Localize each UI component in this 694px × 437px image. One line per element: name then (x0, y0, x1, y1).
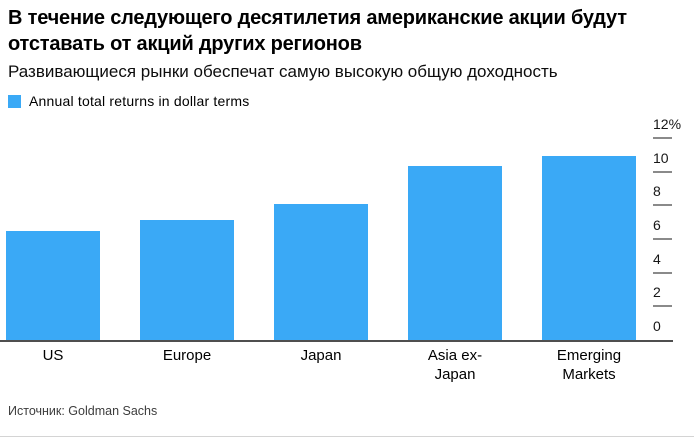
y-axis-tick-4 (653, 271, 672, 274)
x-axis-baseline (0, 340, 673, 342)
y-axis-tick-2 (653, 305, 672, 308)
y-axis-label-4: 4 (653, 250, 661, 267)
y-axis-tick-10 (653, 170, 672, 173)
bar-europe (140, 220, 234, 340)
bar-asia-ex-japan (408, 166, 502, 340)
category-slot-emerging-markets: Emerging Markets (542, 346, 636, 384)
y-axis-label-8: 8 (653, 183, 661, 200)
y-axis-label-12: 12% (653, 115, 682, 132)
category-slot-japan: Japan (274, 346, 368, 384)
bar-us (6, 230, 100, 340)
y-axis-label-10: 10 (653, 149, 669, 166)
y-axis-tick-6 (653, 237, 672, 240)
category-slot-us: US (6, 346, 100, 384)
category-slot-europe: Europe (140, 346, 234, 384)
chart-title: В течение следующего десятилетия америка… (8, 7, 627, 55)
category-label-asia-ex-japan: Asia ex-Japan (427, 347, 483, 383)
y-axis-label-2: 2 (653, 284, 661, 301)
category-label-emerging-markets: Emerging Markets (556, 347, 622, 383)
bar-chart: 0 2 4 6 8 10 12% (0, 112, 694, 342)
bar-emerging-markets (542, 156, 636, 340)
chart-subtitle: Развивающиеся рынки обеспечат самую высо… (8, 62, 558, 81)
legend: Annual total returns in dollar terms (0, 93, 694, 110)
category-label-us: US (42, 347, 64, 364)
bars-area (6, 112, 638, 340)
category-label-japan: Japan (300, 347, 342, 364)
y-axis-label-0: 0 (653, 318, 661, 334)
y-axis-tick-8 (653, 204, 672, 207)
source-note: Источник: Goldman Sachs (8, 404, 158, 418)
bar-japan (274, 203, 368, 340)
y-axis-tick-12 (653, 136, 672, 139)
y-axis-label-6: 6 (653, 216, 661, 233)
category-labels: US Europe Japan Asia ex-Japan Emerging Marke… (0, 346, 694, 384)
category-label-europe: Europe (162, 347, 212, 364)
category-slot-asia-ex-japan: Asia ex-Japan (408, 346, 502, 384)
legend-label: Annual total returns in dollar terms (29, 93, 250, 109)
legend-swatch-icon (8, 95, 21, 108)
y-axis: 0 2 4 6 8 10 12% (638, 112, 694, 342)
